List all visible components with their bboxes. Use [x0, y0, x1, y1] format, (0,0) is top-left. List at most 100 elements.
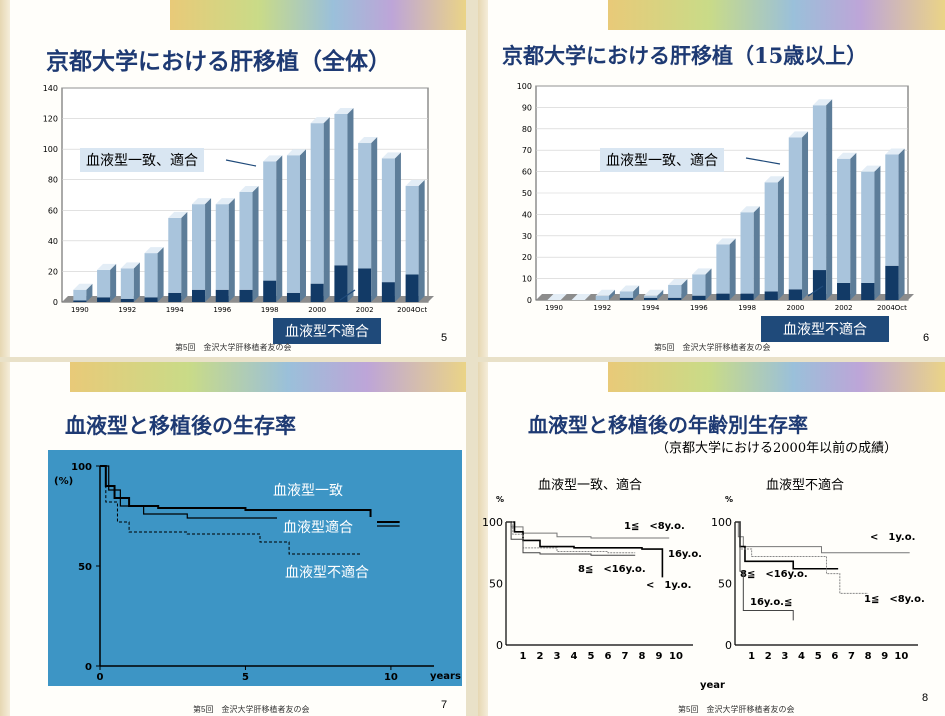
bar-mismatch: [716, 293, 730, 300]
bar-top: [310, 117, 330, 124]
bar-match: [358, 143, 372, 269]
bar-mismatch: [73, 300, 87, 302]
bar-mismatch: [764, 291, 778, 300]
x-tick-label: 1990: [545, 304, 563, 312]
y-tick-label: 120: [43, 115, 58, 124]
bar-side: [228, 198, 235, 302]
x-tick-label: 7: [622, 651, 629, 662]
bar-mismatch: [192, 289, 206, 302]
y-tick-label: 40: [48, 237, 58, 246]
callout-arrow: [745, 157, 781, 165]
y-tick-label: 60: [522, 168, 532, 177]
x-tick-label: 2002: [356, 306, 374, 314]
x-tick-label: 2: [765, 651, 772, 662]
x-axis-label: years: [430, 671, 461, 682]
survival-curve: [506, 521, 636, 554]
slide-6: 京都大学における肝移植（15歳以上） 0 10 20 30 40 50 60 70 80 90 10…: [478, 0, 945, 357]
curve-label: 1≦ <8y.o.: [864, 594, 925, 605]
bar-side: [729, 238, 736, 300]
bar-match: [405, 185, 419, 275]
bar-mismatch: [740, 293, 754, 300]
bar-match: [619, 291, 634, 298]
bar-top: [692, 268, 712, 275]
bar-top: [215, 198, 235, 205]
y-tick-label: 70: [522, 146, 532, 155]
curve-label: < 1y.o.: [646, 580, 691, 591]
bar-side: [657, 289, 664, 300]
y-tick-label: 0: [725, 639, 732, 652]
bar-side: [299, 149, 306, 302]
bar-mismatch: [120, 298, 134, 302]
callout-arrow: [225, 159, 257, 167]
bar-mismatch: [812, 270, 827, 300]
slide-title: 血液型と移植後の年齢別生存率: [528, 413, 808, 437]
bar-mismatch: [239, 289, 253, 302]
x-tick-label: 1: [520, 651, 527, 662]
bar-side: [276, 155, 283, 302]
x-tick-label: 9: [656, 651, 663, 662]
survival-curve: [735, 521, 869, 594]
bar-match: [885, 154, 899, 266]
y-tick-label: 80: [522, 125, 532, 134]
x-tick-label: 8: [639, 651, 646, 662]
y-tick-label: 100: [43, 145, 58, 154]
bar-side: [874, 165, 881, 300]
bar-top: [764, 176, 784, 183]
bar-side: [705, 268, 712, 300]
bar-match: [73, 289, 87, 301]
x-tick-label: 5: [588, 651, 595, 662]
slide-7: 血液型と移植後の生存率 0 50 100 0 5 10 (%) years 血液型一致 血液型適合…: [0, 362, 466, 716]
bar-match: [381, 158, 395, 283]
bar-side: [86, 283, 93, 302]
curve-label: 血液型不適合: [285, 564, 369, 581]
bar-mismatch: [286, 292, 300, 302]
bar-match: [692, 274, 706, 296]
x-tick-label: 7: [848, 651, 855, 662]
x-tick-label: 1996: [213, 306, 231, 314]
x-tick-label: 1992: [593, 304, 611, 312]
page-number: 7: [441, 699, 448, 711]
x-tick-label: 3: [781, 651, 788, 662]
y-tick-label: 20: [48, 267, 58, 276]
bar-side: [802, 131, 809, 300]
y-tick-label: 100: [517, 82, 532, 91]
bar-top: [716, 238, 736, 245]
y-tick-label: 20: [522, 253, 532, 262]
y-tick-label: 0: [527, 296, 532, 305]
x-tick-label: 6: [605, 651, 612, 662]
y-tick-label: 100: [482, 516, 503, 529]
bar-side: [181, 211, 188, 302]
bar-mismatch: [381, 282, 395, 302]
match-legend-callout: 血液型一致、適合: [600, 148, 724, 172]
bar-match: [310, 123, 324, 284]
bar-side: [252, 185, 259, 302]
slide-5: 京都大学における肝移植（全体） 0 20 40 60 80 100 120 140 1990 19…: [0, 0, 466, 357]
x-tick-label: 4: [571, 651, 578, 662]
bar-side: [850, 152, 857, 300]
bar-top: [547, 294, 567, 300]
bar-top: [812, 99, 833, 106]
slide-title: 京都大学における肝移植（全体）: [46, 48, 391, 75]
bar-side: [777, 176, 784, 300]
slide-footer: 第5回 金沢大学肝移植者友の会: [193, 705, 310, 714]
bar-top: [73, 283, 93, 290]
bar-match: [144, 253, 158, 298]
bar-side: [681, 279, 688, 300]
bar-match: [97, 269, 111, 298]
decorative-banner: [608, 362, 945, 392]
y-tick-label: 10: [522, 275, 532, 284]
bar-match: [215, 204, 229, 290]
bar-mismatch: [837, 282, 851, 300]
bar-match: [263, 161, 277, 281]
x-tick-label: 3: [554, 651, 561, 662]
bar-top: [239, 185, 259, 192]
bar-mismatch: [692, 295, 706, 300]
bar-top: [740, 206, 760, 213]
x-tick-label: 1992: [118, 306, 136, 314]
y-tick-label: 140: [43, 84, 58, 93]
bar-side: [347, 107, 354, 302]
y-axis-label: %: [725, 495, 733, 504]
left-panel-heading: 血液型一致、適合: [538, 478, 643, 493]
slide-footer: 第5回 金沢大学肝移植者友の会: [678, 705, 795, 714]
